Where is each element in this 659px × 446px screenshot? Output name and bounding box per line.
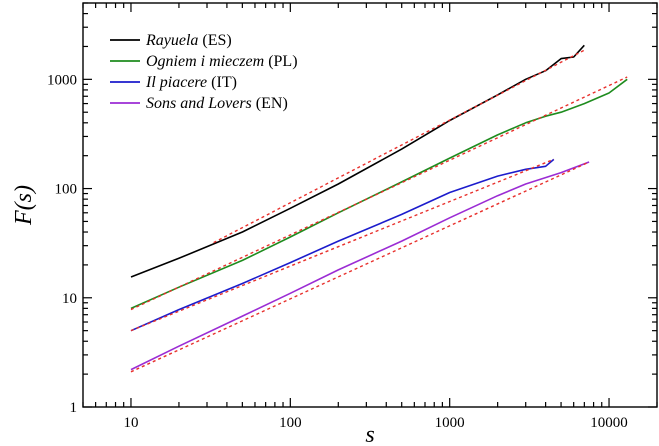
series-4 [130,161,590,373]
legend-lang: (IT) [211,74,237,91]
series-1 [130,44,585,278]
series-2 [130,76,628,311]
legend-item: Sons and Lovers (EN) [110,95,288,112]
axis-ticks: 10 100 1000 10000 1 10 100 1000 [47,2,658,431]
legend-lang: (PL) [268,53,297,70]
fit-line [130,161,590,373]
y-axis-title: F(s) [11,185,37,226]
legend-label: Il piacere (IT) [145,74,237,91]
legend: Rayuela (ES) Ogniem i mieczem (PL) Il piacer… [110,32,298,112]
series-line [130,78,628,310]
legend-title: Sons and Lovers [146,95,252,112]
legend-label: Rayuela (ES) [145,32,232,49]
legend-lang: (EN) [256,95,288,112]
legend-title: Rayuela [145,32,198,49]
x-tick-label: 100 [279,415,302,431]
y-tick-label: 1000 [47,72,77,88]
fit-line [213,49,585,244]
x-tick-label: 10000 [590,415,628,431]
fit-line [130,76,628,311]
y-tick-label: 100 [55,182,78,198]
legend-lang: (ES) [202,32,231,49]
legend-item: Ogniem i mieczem (PL) [110,53,298,70]
series-3 [130,158,555,332]
legend-label: Ogniem i mieczem (PL) [146,53,298,70]
y-tick-label: 10 [62,291,77,307]
series-line [130,161,590,371]
legend-item: Il piacere (IT) [110,74,237,91]
legend-item: Rayuela (ES) [110,32,232,49]
legend-label: Sons and Lovers (EN) [146,95,288,112]
x-tick-label: 10 [123,415,138,431]
legend-title: Il piacere [145,74,207,91]
series-layer [130,44,628,373]
x-axis-title: s [365,422,374,446]
x-tick-label: 1000 [435,415,465,431]
y-tick-label: 1 [70,400,78,416]
legend-title: Ogniem i mieczem [146,53,264,70]
fit-line [130,158,555,332]
